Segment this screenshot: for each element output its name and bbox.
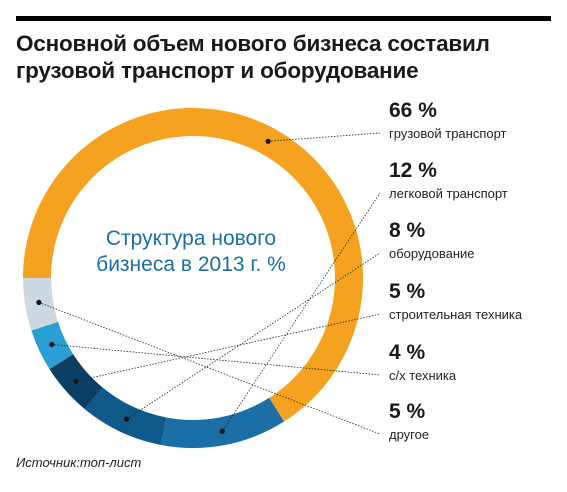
- leader-dot-0: [265, 138, 271, 144]
- legend-label: легковой транспорт: [389, 186, 508, 201]
- leader-line-1: [221, 192, 381, 432]
- leader-lines: [36, 132, 381, 435]
- leader-line-3: [75, 313, 381, 382]
- donut-slices: [23, 108, 364, 448]
- center-label: Структура нового бизнеса в 2013 г. %: [86, 226, 296, 278]
- legend-item-freight: 66 % грузовой транспорт: [389, 99, 559, 142]
- leader-line-4: [51, 344, 381, 376]
- leader-dot-2: [123, 416, 130, 422]
- leader-dot-3: [73, 378, 79, 384]
- legend-item-equipment: 8 % оборудование: [389, 219, 559, 262]
- legend-value: 4 %: [389, 341, 426, 364]
- legend-item-passenger: 12 % легковой транспорт: [389, 159, 559, 202]
- chart-title-line-2: грузовой транспорт и оборудование: [16, 58, 419, 83]
- leader-line-2: [126, 252, 381, 420]
- leader-dot-5: [36, 299, 42, 306]
- legend-item-agri: 4 % с/х техника: [389, 341, 559, 384]
- center-label-line-1: Структура нового: [105, 227, 277, 250]
- chart-title: Основной объем нового бизнеса составил г…: [16, 30, 556, 84]
- legend-value: 5 %: [389, 280, 426, 303]
- leader-dot-1: [219, 428, 225, 434]
- legend-value: 5 %: [389, 400, 426, 423]
- chart-title-line-1: Основной объем нового бизнеса составил: [16, 31, 490, 56]
- legend-label: оборудование: [389, 246, 475, 261]
- legend-item-construction: 5 % строительная техника: [389, 280, 559, 323]
- legend-label: строительная техника: [389, 307, 523, 322]
- legend-label: с/х техника: [389, 368, 457, 383]
- leader-dot-4: [49, 341, 55, 348]
- leader-line-5: [38, 302, 381, 435]
- legend-value: 66 %: [389, 99, 437, 122]
- donut-slice-2: [84, 387, 167, 445]
- legend-value: 12 %: [389, 159, 437, 182]
- leader-line-0: [268, 132, 381, 142]
- legend-label: другое: [389, 427, 430, 442]
- legend-label: грузовой транспорт: [389, 126, 507, 141]
- center-label-line-2: бизнеса в 2013 г. %: [96, 253, 286, 276]
- donut-slice-1: [161, 397, 285, 448]
- source-note: Источник:топ-лист: [16, 455, 142, 470]
- top-rule: [16, 16, 551, 21]
- legend-value: 8 %: [389, 219, 426, 242]
- legend-item-other: 5 % другое: [389, 400, 559, 443]
